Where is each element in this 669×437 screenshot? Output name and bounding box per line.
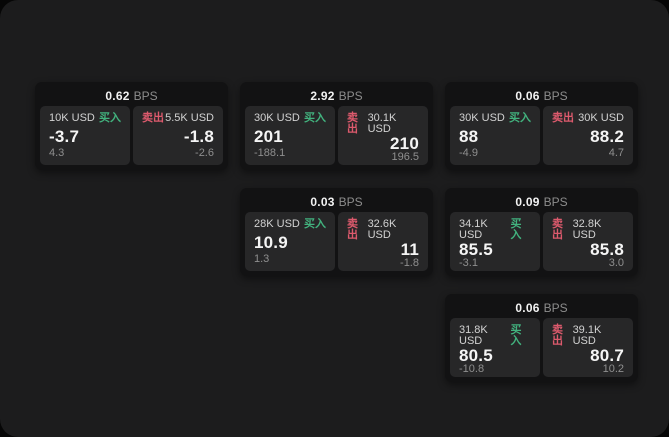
spread-unit: BPS (543, 89, 568, 103)
buy-cell[interactable]: 31.8K USD 买入 80.5 -10.8 (450, 318, 540, 377)
buy-label: 买入 (510, 218, 522, 241)
spread-unit: BPS (338, 195, 363, 209)
sell-change: 3.0 (608, 257, 624, 269)
buy-size: 34.1K USD (459, 218, 488, 241)
buy-change: 1.3 (254, 253, 270, 265)
buy-cell[interactable]: 30K USD 买入 88 -4.9 (450, 106, 540, 165)
buy-price: 88 (459, 126, 479, 146)
sell-cell[interactable]: 卖出 39.1K USD 80.7 10.2 (543, 318, 633, 377)
buy-size: 10K USD (49, 112, 95, 124)
sell-cell[interactable]: 卖出 30K USD 88.2 4.7 (543, 106, 633, 165)
sell-change: 10.2 (602, 363, 624, 375)
sell-price: -1.8 (183, 126, 214, 146)
sell-cell[interactable]: 卖出 32.6K USD 11 -1.8 (338, 212, 428, 271)
quote-cells: 30K USD 买入 201 -188.1 卖出 30.1K USD 210 1… (245, 106, 428, 165)
buy-size: 30K USD (459, 112, 505, 124)
sell-size: 30.1K USD (367, 112, 397, 135)
spread-value: 2.92 (310, 89, 335, 103)
quote-cells: 28K USD 买入 10.9 1.3 卖出 32.6K USD 11 -1.8 (245, 212, 428, 271)
buy-change: -188.1 (254, 147, 286, 159)
quote-card: 0.06 BPS 31.8K USD 买入 80.5 -10.8 卖出 39.1… (445, 294, 638, 382)
spread-header: 0.03 BPS (245, 192, 428, 212)
buy-cell[interactable]: 10K USD 买入 -3.7 4.3 (40, 106, 130, 165)
buy-label: 买入 (304, 218, 326, 230)
sell-label: 卖出 (552, 218, 563, 241)
sell-price: 11 (400, 240, 419, 259)
buy-change: -4.9 (459, 147, 478, 159)
buy-cell[interactable]: 30K USD 买入 201 -188.1 (245, 106, 335, 165)
buy-change: -10.8 (459, 363, 485, 375)
sell-cell[interactable]: 卖出 5.5K USD -1.8 -2.6 (133, 106, 223, 165)
buy-label: 买入 (99, 112, 121, 124)
buy-label: 买入 (304, 112, 326, 124)
spread-unit: BPS (543, 301, 568, 315)
sell-label: 卖出 (552, 112, 574, 124)
quote-grid: 0.62 BPS 10K USD 买入 -3.7 4.3 卖出 5.5K USD… (35, 82, 638, 382)
sell-size: 32.8K USD (572, 218, 602, 241)
quote-cells: 30K USD 买入 88 -4.9 卖出 30K USD 88.2 4.7 (450, 106, 633, 165)
spread-value: 0.03 (310, 195, 335, 209)
quote-card: 2.92 BPS 30K USD 买入 201 -188.1 卖出 30.1K … (240, 82, 433, 170)
spread-value: 0.06 (515, 89, 540, 103)
spread-value: 0.09 (515, 195, 540, 209)
quote-cells: 34.1K USD 买入 85.5 -3.1 卖出 32.8K USD 85.8… (450, 212, 633, 271)
buy-price: 85.5 (459, 240, 493, 259)
buy-price: 201 (254, 126, 283, 146)
sell-price: 210 (390, 134, 419, 153)
quote-card: 0.03 BPS 28K USD 买入 10.9 1.3 卖出 32.6K US… (240, 188, 433, 276)
spread-unit: BPS (543, 195, 568, 209)
sell-size: 32.6K USD (367, 218, 397, 241)
spread-unit: BPS (133, 89, 158, 103)
spread-header: 0.06 BPS (450, 86, 633, 106)
spread-value: 0.62 (105, 89, 130, 103)
quote-card: 0.09 BPS 34.1K USD 买入 85.5 -3.1 卖出 32.8K… (445, 188, 638, 276)
buy-label: 买入 (509, 112, 531, 124)
buy-change: 4.3 (49, 147, 65, 159)
sell-label: 卖出 (347, 218, 358, 241)
spread-unit: BPS (338, 89, 363, 103)
buy-price: -3.7 (49, 126, 80, 146)
quote-cells: 31.8K USD 买入 80.5 -10.8 卖出 39.1K USD 80.… (450, 318, 633, 377)
quote-card: 0.06 BPS 30K USD 买入 88 -4.9 卖出 30K USD 8… (445, 82, 638, 170)
sell-cell[interactable]: 卖出 32.8K USD 85.8 3.0 (543, 212, 633, 271)
buy-size: 28K USD (254, 218, 300, 230)
buy-size: 30K USD (254, 112, 300, 124)
spread-header: 0.62 BPS (40, 86, 223, 106)
sell-label: 卖出 (142, 112, 164, 124)
sell-size: 39.1K USD (572, 324, 602, 347)
buy-cell[interactable]: 34.1K USD 买入 85.5 -3.1 (450, 212, 540, 271)
buy-size: 31.8K USD (459, 324, 488, 347)
spread-header: 0.09 BPS (450, 192, 633, 212)
sell-price: 80.7 (590, 346, 624, 365)
sell-cell[interactable]: 卖出 30.1K USD 210 196.5 (338, 106, 428, 165)
buy-price: 10.9 (254, 232, 288, 252)
sell-change: -2.6 (195, 147, 214, 159)
quote-cells: 10K USD 买入 -3.7 4.3 卖出 5.5K USD -1.8 -2.… (40, 106, 223, 165)
spread-value: 0.06 (515, 301, 540, 315)
sell-price: 88.2 (590, 126, 624, 146)
buy-cell[interactable]: 28K USD 买入 10.9 1.3 (245, 212, 335, 271)
sell-change: 196.5 (391, 151, 419, 163)
quote-card: 0.62 BPS 10K USD 买入 -3.7 4.3 卖出 5.5K USD… (35, 82, 228, 170)
sell-size: 30K USD (578, 112, 624, 124)
sell-size: 5.5K USD (165, 112, 214, 124)
sell-label: 卖出 (552, 324, 563, 347)
sell-price: 85.8 (590, 240, 624, 259)
sell-change: -1.8 (400, 257, 419, 269)
buy-label: 买入 (510, 324, 522, 347)
spread-header: 2.92 BPS (245, 86, 428, 106)
buy-change: -3.1 (459, 257, 478, 269)
sell-change: 4.7 (608, 147, 624, 159)
sell-label: 卖出 (347, 112, 358, 135)
spread-header: 0.06 BPS (450, 298, 633, 318)
buy-price: 80.5 (459, 346, 493, 365)
